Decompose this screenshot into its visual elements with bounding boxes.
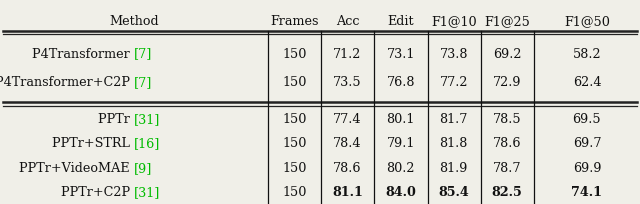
Text: [31]: [31] — [134, 186, 160, 199]
Text: 69.7: 69.7 — [573, 137, 601, 150]
Text: 81.8: 81.8 — [440, 137, 468, 150]
Text: Acc: Acc — [336, 15, 359, 28]
Text: 69.5: 69.5 — [573, 113, 601, 126]
Text: 85.4: 85.4 — [438, 186, 469, 199]
Text: PPTr: PPTr — [98, 113, 134, 126]
Text: P4Transformer+C2P [7]: P4Transformer+C2P [7] — [55, 76, 212, 89]
Text: PPTr+C2P [31]: PPTr+C2P [31] — [84, 186, 184, 199]
Text: 80.1: 80.1 — [387, 113, 415, 126]
Text: 74.1: 74.1 — [572, 186, 602, 199]
Text: P4Transformer: P4Transformer — [32, 48, 134, 61]
Text: 73.8: 73.8 — [440, 48, 468, 61]
Text: Method: Method — [109, 15, 159, 28]
Text: 62.4: 62.4 — [573, 76, 601, 89]
Text: [16]: [16] — [134, 137, 160, 150]
Text: 77.4: 77.4 — [333, 113, 362, 126]
Text: 150: 150 — [282, 113, 307, 126]
Text: 69.2: 69.2 — [493, 48, 521, 61]
Text: 58.2: 58.2 — [573, 48, 601, 61]
Text: [7]: [7] — [134, 48, 152, 61]
Text: 78.6: 78.6 — [493, 137, 521, 150]
Text: P4Transformer+C2P: P4Transformer+C2P — [0, 76, 134, 89]
Text: 82.5: 82.5 — [492, 186, 522, 199]
Text: 150: 150 — [282, 186, 307, 199]
Text: 84.0: 84.0 — [385, 186, 416, 199]
Text: 150: 150 — [282, 137, 307, 150]
Text: F1@25: F1@25 — [484, 15, 530, 28]
Text: 78.6: 78.6 — [333, 162, 362, 175]
Text: 80.2: 80.2 — [387, 162, 415, 175]
Text: Edit: Edit — [387, 15, 414, 28]
Text: 78.7: 78.7 — [493, 162, 521, 175]
Text: 150: 150 — [282, 48, 307, 61]
Text: PPTr [31]: PPTr [31] — [102, 113, 165, 126]
Text: 72.9: 72.9 — [493, 76, 521, 89]
Text: PPTr+STRL [16]: PPTr+STRL [16] — [79, 137, 188, 150]
Text: 73.5: 73.5 — [333, 76, 362, 89]
Text: [7]: [7] — [134, 76, 152, 89]
Text: 150: 150 — [282, 162, 307, 175]
Text: 69.9: 69.9 — [573, 162, 601, 175]
Text: 79.1: 79.1 — [387, 137, 415, 150]
Text: 81.7: 81.7 — [440, 113, 468, 126]
Text: 150: 150 — [282, 76, 307, 89]
Text: F1@50: F1@50 — [564, 15, 610, 28]
Text: PPTr+VideoMAE [9]: PPTr+VideoMAE [9] — [67, 162, 200, 175]
Text: 78.4: 78.4 — [333, 137, 362, 150]
Text: 81.9: 81.9 — [440, 162, 468, 175]
Text: PPTr+C2P: PPTr+C2P — [61, 186, 134, 199]
Text: F1@10: F1@10 — [431, 15, 477, 28]
Text: PPTr+STRL: PPTr+STRL — [52, 137, 134, 150]
Text: [31]: [31] — [134, 113, 160, 126]
Text: 81.1: 81.1 — [332, 186, 363, 199]
Text: 76.8: 76.8 — [387, 76, 415, 89]
Text: P4Transformer [7]: P4Transformer [7] — [74, 48, 194, 61]
Text: 71.2: 71.2 — [333, 48, 362, 61]
Text: [9]: [9] — [134, 162, 152, 175]
Text: 78.5: 78.5 — [493, 113, 521, 126]
Text: Frames: Frames — [270, 15, 319, 28]
Text: 77.2: 77.2 — [440, 76, 468, 89]
Text: PPTr+VideoMAE: PPTr+VideoMAE — [19, 162, 134, 175]
Text: 73.1: 73.1 — [387, 48, 415, 61]
